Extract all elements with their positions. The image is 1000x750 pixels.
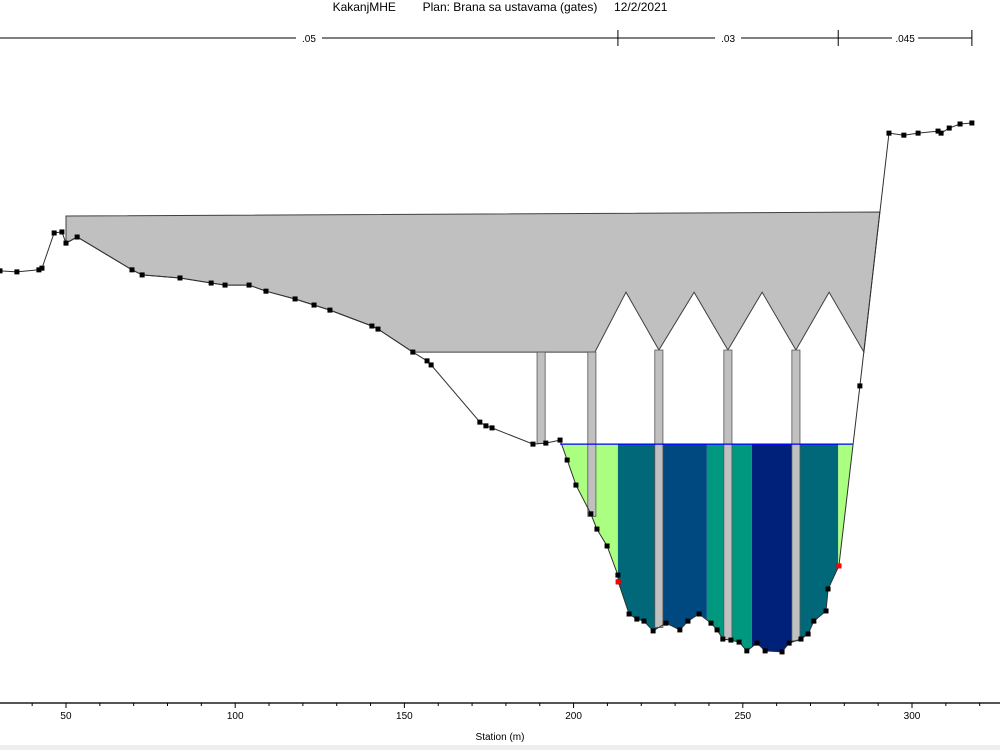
ground-point-55 <box>805 631 811 637</box>
ground-point-37 <box>634 616 640 622</box>
ground-point-34 <box>615 572 621 578</box>
flow-subsection-5 <box>794 444 839 642</box>
ground-point-65 <box>938 130 944 136</box>
ground-point-1 <box>14 269 20 275</box>
ground-point-49 <box>744 648 750 654</box>
ground-point-25 <box>489 425 495 431</box>
ground-point-21 <box>424 358 430 364</box>
ground-point-60 <box>857 383 863 389</box>
plan-name: Plan: Brana sa ustavama (gates) <box>422 0 598 14</box>
ground-point-6 <box>63 240 69 246</box>
ground-point-39 <box>650 628 656 634</box>
chart-title: KakanjMHE Plan: Brana sa ustavama (gates… <box>0 0 1000 14</box>
ground-point-8 <box>129 267 135 273</box>
ground-point-13 <box>246 282 252 288</box>
ground-point-42 <box>685 618 691 624</box>
mannings-n-label-0: .05 <box>302 34 316 45</box>
ground-point-32 <box>594 526 600 532</box>
ground-point-16 <box>311 302 317 308</box>
flow-subsection-2 <box>662 444 707 630</box>
ground-point-52 <box>779 649 785 655</box>
x-tick-label-100: 100 <box>227 711 244 722</box>
ground-point-47 <box>728 637 734 643</box>
ground-point-17 <box>327 307 333 313</box>
ground-point-11 <box>208 280 214 286</box>
pier-3 <box>723 349 733 641</box>
ground-point-31 <box>588 511 594 517</box>
pier-4 <box>791 349 801 642</box>
ground-point-51 <box>762 648 768 654</box>
ground-point-30 <box>573 482 579 488</box>
ground-point-53 <box>786 640 792 646</box>
x-axis-label: Station (m) <box>475 732 525 743</box>
pier-0 <box>536 351 546 444</box>
ground-point-56 <box>811 618 817 624</box>
ground-point-15 <box>292 296 298 302</box>
ground-point-64 <box>935 128 941 134</box>
ground-point-41 <box>677 627 683 633</box>
ground-point-44 <box>708 620 714 626</box>
ground-point-3 <box>39 265 45 271</box>
ground-point-7 <box>74 234 80 240</box>
ground-point-61 <box>886 130 892 136</box>
ground-point-0 <box>0 268 3 274</box>
bank-station-1 <box>836 563 842 569</box>
pier-2 <box>654 349 664 628</box>
mannings-n-label-1: .03 <box>721 34 735 45</box>
flow-subsection-4 <box>751 444 795 652</box>
x-tick-label-50: 50 <box>60 711 72 722</box>
x-tick-label-150: 150 <box>396 711 413 722</box>
x-tick-label-200: 200 <box>565 711 582 722</box>
ground-point-4 <box>51 230 57 236</box>
ground-point-68 <box>969 120 975 126</box>
footer-strip <box>0 745 1000 750</box>
ground-point-27 <box>543 440 549 446</box>
ground-point-67 <box>957 121 963 127</box>
ground-point-38 <box>641 618 647 624</box>
plan-date: 12/2/2021 <box>614 0 668 14</box>
ground-point-48 <box>736 639 742 645</box>
ground-point-36 <box>626 611 632 617</box>
flow-subsection-1 <box>617 444 663 631</box>
project-name: KakanjMHE <box>332 0 396 14</box>
ground-point-2 <box>36 267 42 273</box>
ground-point-66 <box>946 125 952 131</box>
mannings-n-label-bg-0 <box>295 31 322 45</box>
ground-point-12 <box>222 282 228 288</box>
ground-point-10 <box>177 275 183 281</box>
ground-point-40 <box>663 620 669 626</box>
ground-point-50 <box>754 640 760 646</box>
ground-point-62 <box>901 132 907 138</box>
ground-point-23 <box>477 419 483 425</box>
x-tick-label-250: 250 <box>734 711 751 722</box>
ground-point-33 <box>604 543 610 549</box>
ground-point-19 <box>375 326 381 332</box>
ground-point-29 <box>564 457 570 463</box>
bank-station-0 <box>615 579 621 585</box>
ground-point-28 <box>557 437 563 443</box>
bridge-deck <box>65 211 881 354</box>
ground-point-43 <box>696 611 702 617</box>
mannings-n-label-2: .045 <box>895 34 915 45</box>
ground-point-63 <box>915 130 921 136</box>
mannings-n-label-bg-1 <box>715 31 742 45</box>
ground-point-24 <box>483 423 489 429</box>
ground-point-22 <box>428 362 434 368</box>
ground-point-5 <box>59 229 65 235</box>
ground-point-45 <box>714 627 720 633</box>
ground-point-18 <box>369 323 375 329</box>
ground-point-26 <box>530 441 536 447</box>
ground-point-57 <box>823 608 829 614</box>
mannings-n-label-bg-2 <box>892 31 919 45</box>
x-tick-label-300: 300 <box>904 711 921 722</box>
ground-point-9 <box>139 272 145 278</box>
ground-point-20 <box>410 349 416 355</box>
ground-point-46 <box>720 636 726 642</box>
ground-point-14 <box>263 288 269 294</box>
ground-point-54 <box>798 636 804 642</box>
ground-point-58 <box>825 586 831 592</box>
pier-1 <box>587 351 597 517</box>
